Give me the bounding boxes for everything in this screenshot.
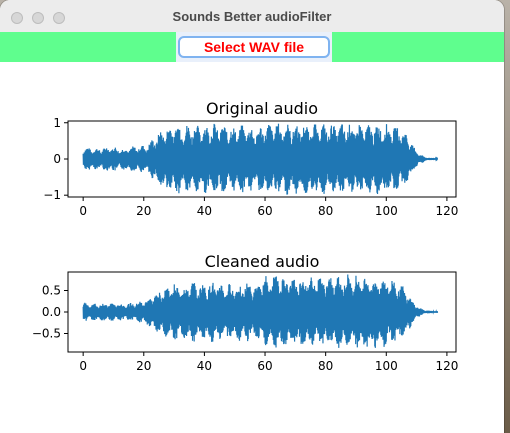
y-tick-label: 0.5 (42, 283, 61, 297)
y-tick-label: 0.0 (42, 305, 61, 319)
x-tick-label: 80 (318, 204, 333, 218)
x-tick-label: 60 (257, 204, 272, 218)
x-tick-label: 0 (79, 204, 87, 218)
x-tick-label: 100 (375, 204, 398, 218)
y-tick-label: −0.5 (32, 327, 61, 341)
select-wav-file-button[interactable]: Select WAV file (178, 36, 330, 58)
window-title: Sounds Better audioFilter (172, 9, 332, 24)
chart-2: Cleaned audio 0 20 40 60 80 100 120 −0.5 0.0 0.5 (32, 252, 459, 373)
minimize-window-button[interactable] (32, 12, 44, 24)
chart-1: Original audio 0 20 40 60 80 100 120 −1 0 1 (43, 99, 458, 218)
close-window-button[interactable] (11, 12, 23, 24)
x-tick-label: 0 (79, 359, 87, 373)
y-tick-label: −1 (43, 188, 61, 202)
x-tick-label: 120 (435, 359, 458, 373)
x-tick-label: 20 (136, 359, 151, 373)
y-tick-label: 0 (53, 152, 61, 166)
x-tick-label: 120 (435, 204, 458, 218)
x-tick-label: 100 (375, 359, 398, 373)
audio-figure: Original audio 0 20 40 60 80 100 120 −1 0 1 Cleaned… (32, 99, 459, 373)
zoom-window-button[interactable] (53, 12, 65, 24)
x-tick-label: 40 (197, 359, 212, 373)
toolbar: Select WAV file (0, 32, 504, 62)
x-tick-label: 80 (318, 359, 333, 373)
x-tick-label: 60 (257, 359, 272, 373)
waveform-line (82, 274, 439, 348)
x-tick-label: 20 (136, 204, 151, 218)
title-bar: Sounds Better audioFilter (0, 0, 504, 33)
y-tick-label: 1 (53, 116, 61, 130)
x-tick-label: 40 (197, 204, 212, 218)
waveform-line (82, 123, 439, 195)
chart-title: Original audio (206, 99, 318, 118)
chart-title: Cleaned audio (205, 252, 320, 271)
